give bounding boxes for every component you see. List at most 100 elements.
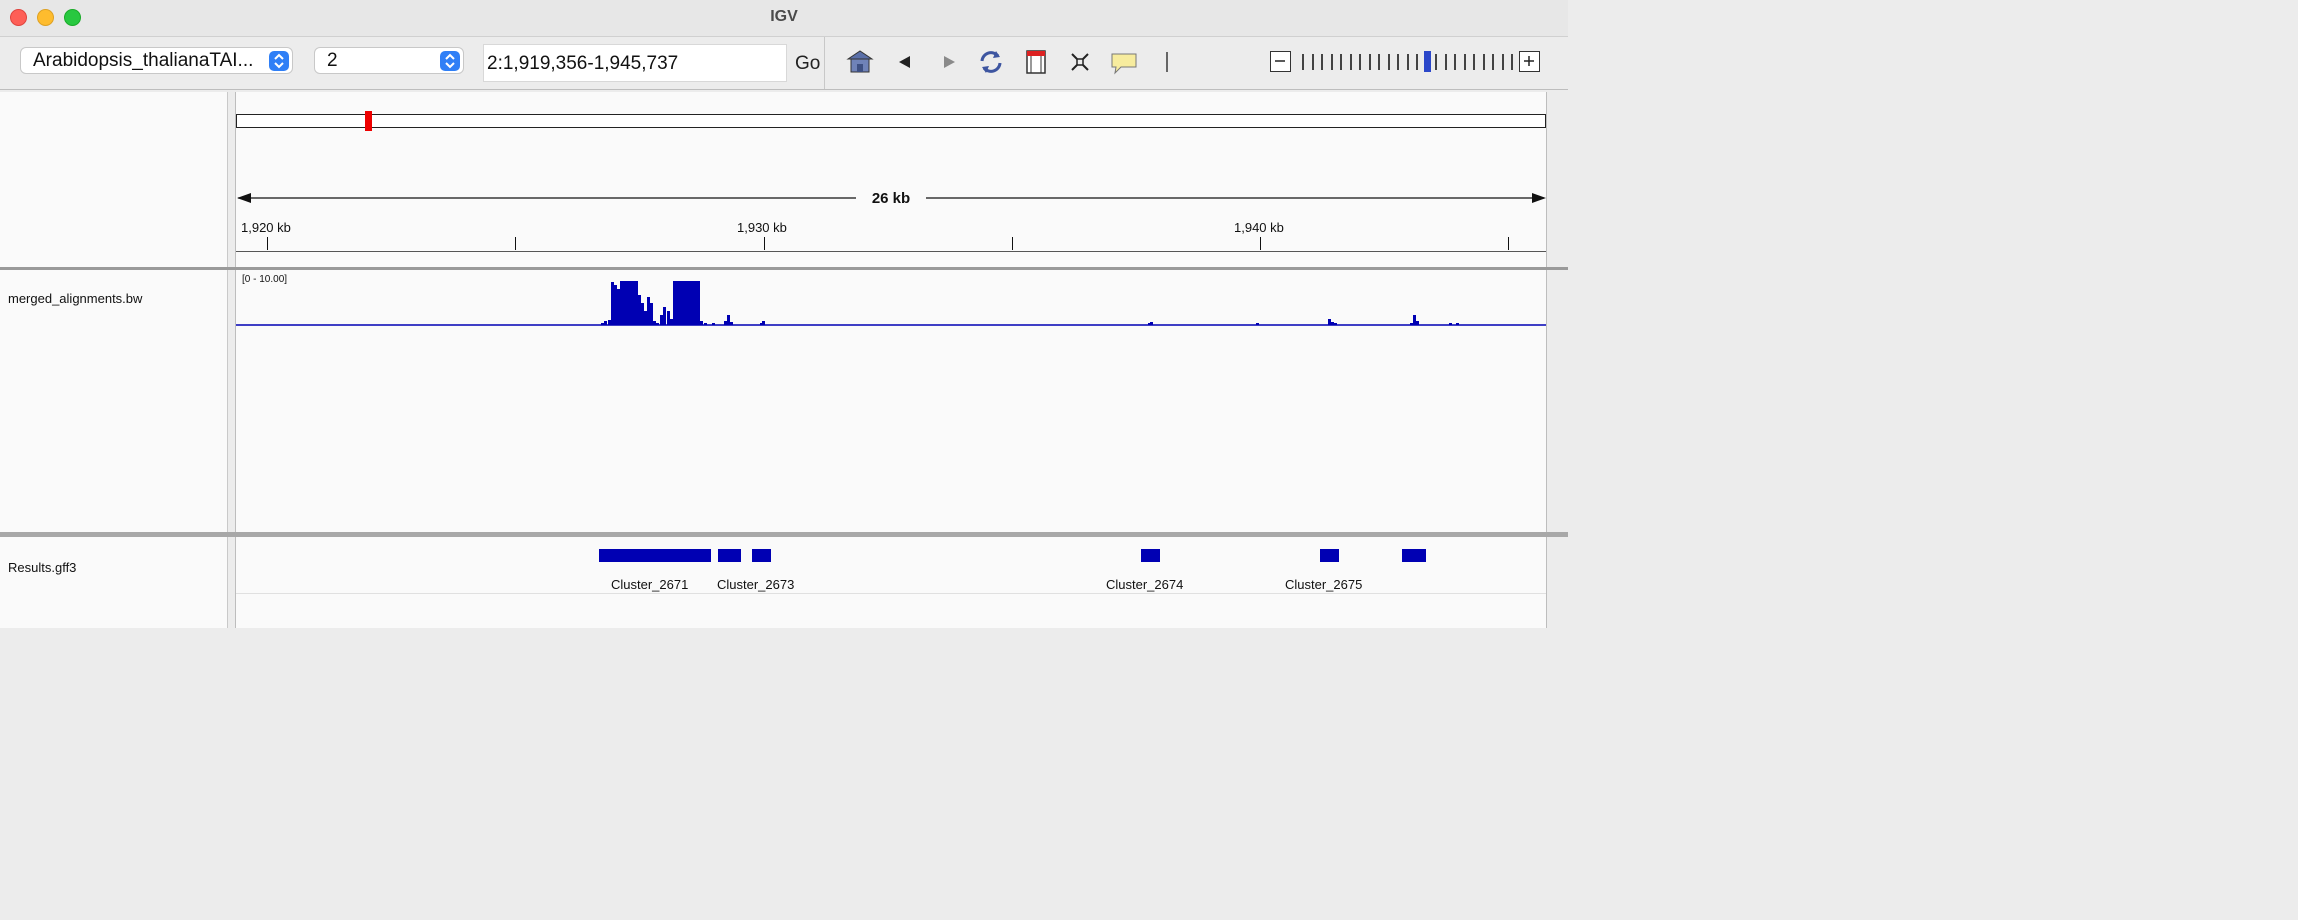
feature-block[interactable] xyxy=(1141,549,1160,562)
zoom-level-tick[interactable] xyxy=(1349,54,1352,70)
ruler-panel[interactable]: 26 kb xyxy=(235,92,1547,267)
back-arrow-icon[interactable] xyxy=(890,47,920,77)
zoom-level-tick[interactable] xyxy=(1511,54,1513,70)
coverage-bar xyxy=(608,320,611,325)
zoom-level-tick[interactable] xyxy=(1340,54,1342,70)
feature-label: Cluster_2674 xyxy=(1106,577,1184,592)
locus-input[interactable]: 2:1,919,356-1,945,737 xyxy=(483,44,787,82)
coverage-bar xyxy=(632,281,635,325)
feature-name-panel: Results.gff3 xyxy=(0,537,228,628)
zoom-level-tick[interactable] xyxy=(1454,54,1456,70)
zoom-level-tick[interactable] xyxy=(1302,54,1304,70)
ruler-baseline xyxy=(236,251,1546,252)
coverage-bar xyxy=(1416,321,1419,325)
data-panel[interactable]: [0 - 10.00] xyxy=(235,270,1547,532)
data-name-panel: merged_alignments.bw xyxy=(0,270,228,532)
zoom-level-tick[interactable] xyxy=(1435,54,1437,70)
zoom-level-tick[interactable] xyxy=(1423,51,1431,72)
coverage-bar xyxy=(1334,323,1337,325)
genome-select-value: Arabidopsis_thalianaTAI... xyxy=(33,50,254,71)
panel-divider[interactable] xyxy=(0,532,1568,537)
coverage-bar xyxy=(617,289,620,325)
zoom-level-tick[interactable] xyxy=(1444,54,1447,70)
coverage-bar xyxy=(604,321,607,325)
zoom-level-tick[interactable] xyxy=(1359,54,1361,70)
zoom-level-tick[interactable] xyxy=(1321,54,1323,70)
refresh-icon[interactable] xyxy=(976,47,1006,77)
zoom-out-button[interactable] xyxy=(1270,51,1291,72)
feature-block[interactable] xyxy=(1320,549,1339,562)
feature-block[interactable] xyxy=(752,549,771,562)
zoom-window-button[interactable] xyxy=(64,9,81,26)
feature-block[interactable] xyxy=(718,549,741,562)
header-name-panel xyxy=(0,92,228,267)
zoom-level-tick[interactable] xyxy=(1492,54,1494,70)
panel-divider[interactable] xyxy=(0,267,1568,270)
toolbar: Arabidopsis_thalianaTAI... 2 2:1,919,356… xyxy=(0,37,1568,90)
feature-label: Cluster_2673 xyxy=(717,577,795,592)
coverage-track[interactable] xyxy=(236,270,1548,532)
ruler-tick xyxy=(1508,237,1509,250)
coverage-bar xyxy=(682,281,685,325)
ruler-tick-label: 1,920 kb xyxy=(241,220,291,235)
ruler-tick xyxy=(1012,237,1013,250)
home-icon[interactable] xyxy=(845,47,875,77)
zoom-level-tick[interactable] xyxy=(1406,54,1409,70)
go-button[interactable]: Go xyxy=(795,53,821,74)
coverage-bar xyxy=(694,281,697,325)
coverage-bar xyxy=(611,282,614,325)
popup-info-icon[interactable] xyxy=(1109,47,1139,77)
coverage-bar xyxy=(1449,323,1452,325)
ruler-tick-label: 1,930 kb xyxy=(737,220,787,235)
data-range-label: [0 - 10.00] xyxy=(242,274,288,285)
coverage-bar xyxy=(623,281,626,325)
zoom-level-tick[interactable] xyxy=(1378,54,1380,70)
chromosome-ideogram[interactable] xyxy=(236,114,1546,128)
coverage-bar xyxy=(667,311,670,325)
zoom-level-tick[interactable] xyxy=(1311,54,1314,70)
chromosome-select[interactable]: 2 xyxy=(314,47,464,74)
forward-arrow-icon[interactable] xyxy=(934,47,964,77)
coverage-bar xyxy=(644,311,647,325)
zoom-level-tick[interactable] xyxy=(1463,54,1466,70)
zoom-level-tick[interactable] xyxy=(1330,54,1333,70)
coverage-bar xyxy=(700,321,703,325)
chromosome-select-value: 2 xyxy=(327,50,338,71)
coverage-bar xyxy=(685,281,688,325)
coverage-bar xyxy=(614,285,617,325)
zoom-in-button[interactable] xyxy=(1519,51,1540,72)
ruler-line-icon[interactable] xyxy=(1152,47,1182,77)
minimize-window-button[interactable] xyxy=(37,9,54,26)
track-name[interactable]: Results.gff3 xyxy=(8,560,77,575)
ruler-tick xyxy=(764,237,765,250)
coverage-bar xyxy=(676,281,679,325)
genome-select[interactable]: Arabidopsis_thalianaTAI... xyxy=(20,47,293,74)
feature-track[interactable] xyxy=(236,537,1548,628)
feature-block[interactable] xyxy=(599,549,711,562)
feature-label: Cluster_2675 xyxy=(1285,577,1363,592)
coverage-bar xyxy=(629,281,632,325)
zoom-level-tick[interactable] xyxy=(1473,54,1475,70)
zoom-level-tick[interactable] xyxy=(1387,54,1390,70)
region-of-interest-icon[interactable] xyxy=(1021,47,1051,77)
feature-label: Cluster_2671 xyxy=(611,577,689,592)
track-name[interactable]: merged_alignments.bw xyxy=(8,291,143,306)
zoom-level-tick[interactable] xyxy=(1397,54,1399,70)
coverage-bar xyxy=(1148,323,1151,325)
coverage-bar xyxy=(650,303,653,325)
coverage-bar xyxy=(670,319,673,325)
zoom-level-tick[interactable] xyxy=(1368,54,1371,70)
coverage-bar xyxy=(638,295,641,325)
zoom-level-tick[interactable] xyxy=(1482,54,1485,70)
feature-block[interactable] xyxy=(1402,549,1426,562)
fit-to-window-icon[interactable] xyxy=(1065,47,1095,77)
coverage-bar xyxy=(688,281,691,325)
feature-panel[interactable] xyxy=(235,537,1547,628)
coverage-bar xyxy=(704,323,707,325)
coverage-bar xyxy=(663,307,666,325)
feature-row-divider xyxy=(236,593,1546,594)
coverage-bar xyxy=(724,321,727,325)
zoom-level-tick[interactable] xyxy=(1416,54,1418,70)
close-window-button[interactable] xyxy=(10,9,27,26)
zoom-level-tick[interactable] xyxy=(1501,54,1504,70)
